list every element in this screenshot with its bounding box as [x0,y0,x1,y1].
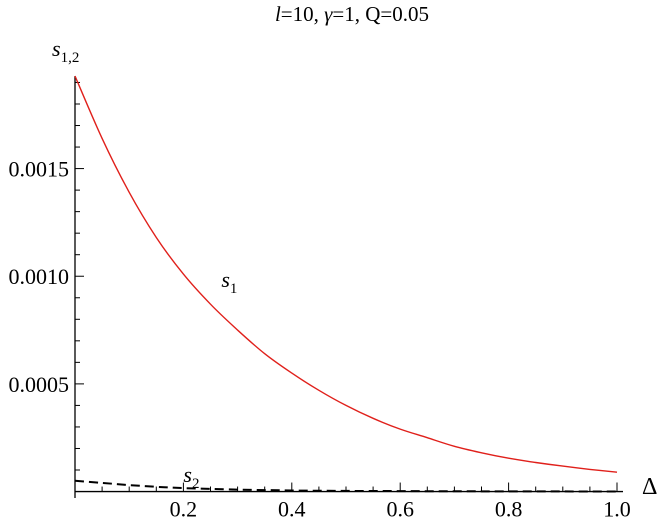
x-tick-label: 0.6 [386,497,414,522]
y-axis-label: s1,2 [52,36,79,66]
y-tick-label: 0.0015 [9,157,70,182]
ticks: 0.2 0.4 0.6 0.8 1.0 0.0005 0.0010 0.0015 [9,81,631,522]
chart-title: l=10, γ=1, Q=0.05 [275,2,429,26]
y-axis-label-base: s [52,36,61,61]
axes [74,76,623,498]
title-l-symbol: l [275,2,281,26]
title-l-value: =10, [281,2,324,26]
title-rest: =1, Q=0.05 [332,2,429,26]
y-tick-label: 0.0005 [9,372,70,397]
series-label-s1: s1 [221,267,237,297]
series-line-s1 [74,75,618,473]
x-axis-label: Δ [642,474,657,500]
x-tick-label: 0.8 [495,497,523,522]
title-gamma-symbol: γ [324,2,333,26]
y-axis-label-sub: 1,2 [61,50,80,66]
series-label-s2: s2 [183,462,199,492]
x-tick-label: 0.2 [170,497,198,522]
series-line-s2 [74,479,618,493]
series-labels: s1 s2 [183,267,237,492]
x-tick-label: 1.0 [603,497,631,522]
y-tick-label: 0.0010 [9,264,70,289]
series [74,75,618,493]
x-tick-label: 0.4 [278,497,306,522]
